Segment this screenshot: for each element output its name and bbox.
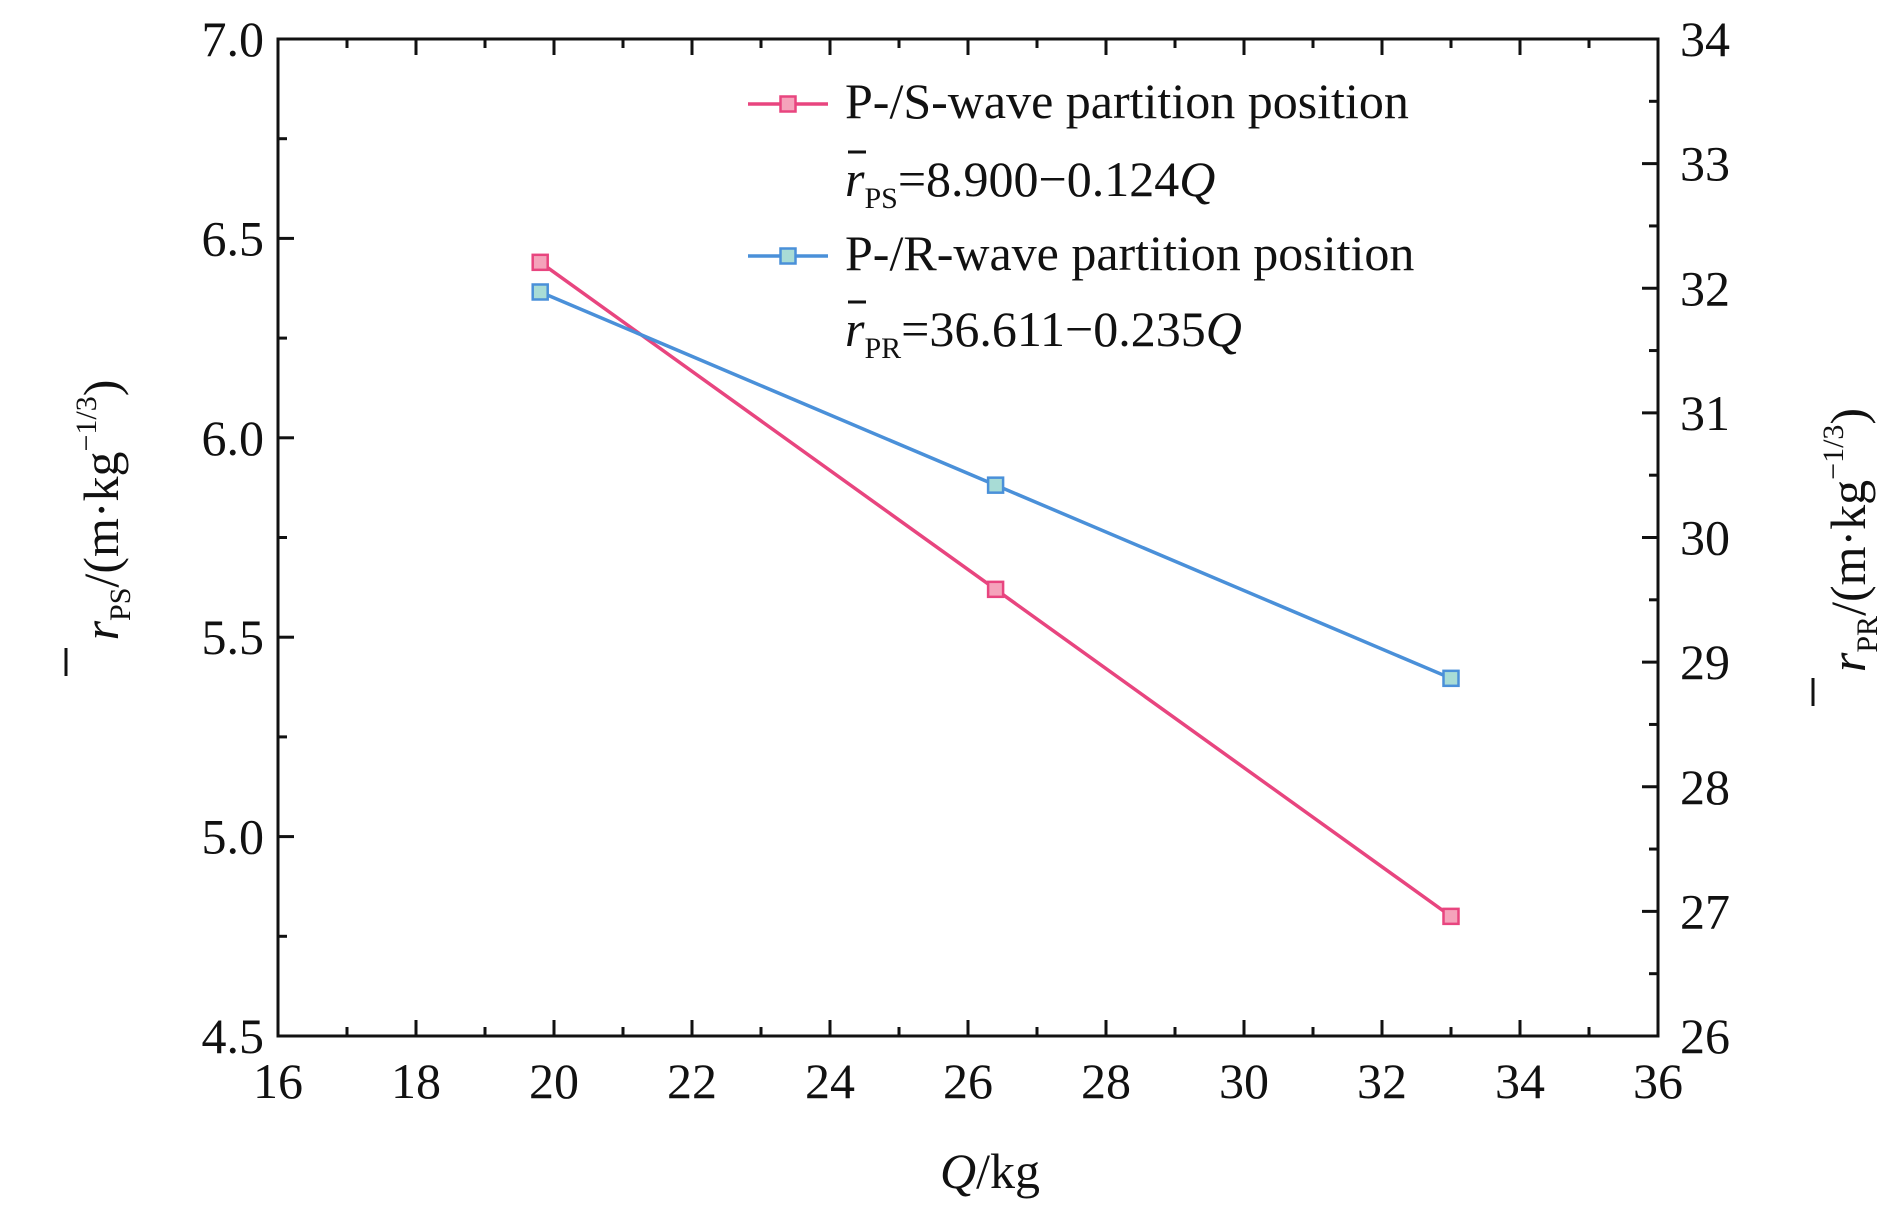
x-axis-title-unit: /kg <box>976 1143 1040 1199</box>
x-tick-label: 34 <box>1495 1053 1545 1109</box>
y-right-tick-label: 27 <box>1680 883 1730 939</box>
y-right-tick-label: 26 <box>1680 1008 1730 1064</box>
y-axis-right-title: rPR/(m·kg−1/3) <box>1817 408 1884 672</box>
equation-ps-symbol: r <box>845 151 865 207</box>
y-axis-right-title-group: rPR/(m·kg−1/3) <box>1817 408 1884 672</box>
y-axis-right-symbol: r <box>1820 652 1876 672</box>
x-axis-title: Q/kg <box>940 1143 1040 1199</box>
legend-marker-pr <box>779 247 797 265</box>
x-tick-label: 22 <box>667 1053 717 1109</box>
y-axis-left-title-group: rPS/(m·kg−1/3) <box>70 380 137 641</box>
y-right-tick-label: 33 <box>1680 136 1730 192</box>
y-axis-right-sup: −1/3 <box>1817 425 1850 480</box>
equation-pr-rhs: =36.611−0.235 <box>901 301 1206 357</box>
series-point-ps <box>1442 907 1460 926</box>
x-tick-label: 36 <box>1633 1053 1683 1109</box>
y-axis-right-sub: PR <box>1851 616 1884 653</box>
series-point-pr <box>1442 669 1460 688</box>
y-left-tick-label: 6.0 <box>202 410 265 466</box>
y-left-tick-label: 6.5 <box>202 210 265 266</box>
y-right-tick-label: 32 <box>1680 260 1730 316</box>
y-right-tick-label: 30 <box>1680 510 1730 566</box>
series <box>531 253 1460 926</box>
x-tick-label: 28 <box>1081 1053 1131 1109</box>
x-tick-label: 16 <box>253 1053 303 1109</box>
y-left-tick-label: 4.5 <box>202 1008 265 1064</box>
y-right-tick-label: 34 <box>1680 11 1730 67</box>
x-tick-label: 24 <box>805 1053 855 1109</box>
legend-label-pr: P-/R-wave partition position <box>845 225 1414 281</box>
equation-ps-var: Q <box>1179 151 1215 207</box>
series-point-ps <box>986 580 1005 599</box>
y-right-tick-label: 31 <box>1680 385 1730 441</box>
y-right-tick-label: 28 <box>1680 759 1730 815</box>
equation-pr: rPR=36.611−0.235Q <box>845 301 1242 365</box>
y-axis-left-close: ) <box>73 380 129 397</box>
y-right-tick-label: 29 <box>1680 634 1730 690</box>
legend <box>748 95 828 265</box>
series-point-pr <box>531 283 549 301</box>
x-tick-label: 30 <box>1219 1053 1269 1109</box>
legend-label-ps: P-/S-wave partition position <box>845 73 1409 129</box>
equation-ps: rPS=8.900−0.124Q <box>845 151 1215 215</box>
y-axis-left-symbol: r <box>73 620 129 640</box>
y-axis-left-sub: PS <box>104 588 137 621</box>
legend-marker-ps <box>779 95 797 113</box>
x-tick-label: 20 <box>529 1053 579 1109</box>
y-left-tick-label: 7.0 <box>202 11 265 67</box>
x-tick-label: 32 <box>1357 1053 1407 1109</box>
y-left-tick-label: 5.0 <box>202 809 265 865</box>
equation-pr-sub: PR <box>864 332 901 365</box>
y-axis-right-unit: /(m·kg <box>1820 480 1876 616</box>
y-axis-left-sup: −1/3 <box>70 396 103 451</box>
equation-ps-rhs: =8.900−0.124 <box>898 151 1179 207</box>
y-axis-left-title: rPS/(m·kg−1/3) <box>70 380 137 641</box>
y-axis-right-close: ) <box>1820 408 1876 425</box>
y-axis-left-unit: /(m·kg <box>73 451 129 587</box>
equation-pr-symbol: r <box>845 301 865 357</box>
equation-ps-sub: PS <box>864 182 897 215</box>
x-tick-label: 26 <box>943 1053 993 1109</box>
equation-pr-var: Q <box>1206 301 1242 357</box>
y-left-tick-label: 5.5 <box>202 609 265 665</box>
axes: 16 18 20 22 24 26 28 30 32 34 36 4.5 5.0 5.5 6.0 6.5 7.0… <box>202 11 1731 1109</box>
x-axis-title-var: Q <box>940 1143 976 1199</box>
series-point-ps <box>531 253 549 272</box>
x-tick-label: 18 <box>391 1053 441 1109</box>
series-point-pr <box>986 476 1005 494</box>
